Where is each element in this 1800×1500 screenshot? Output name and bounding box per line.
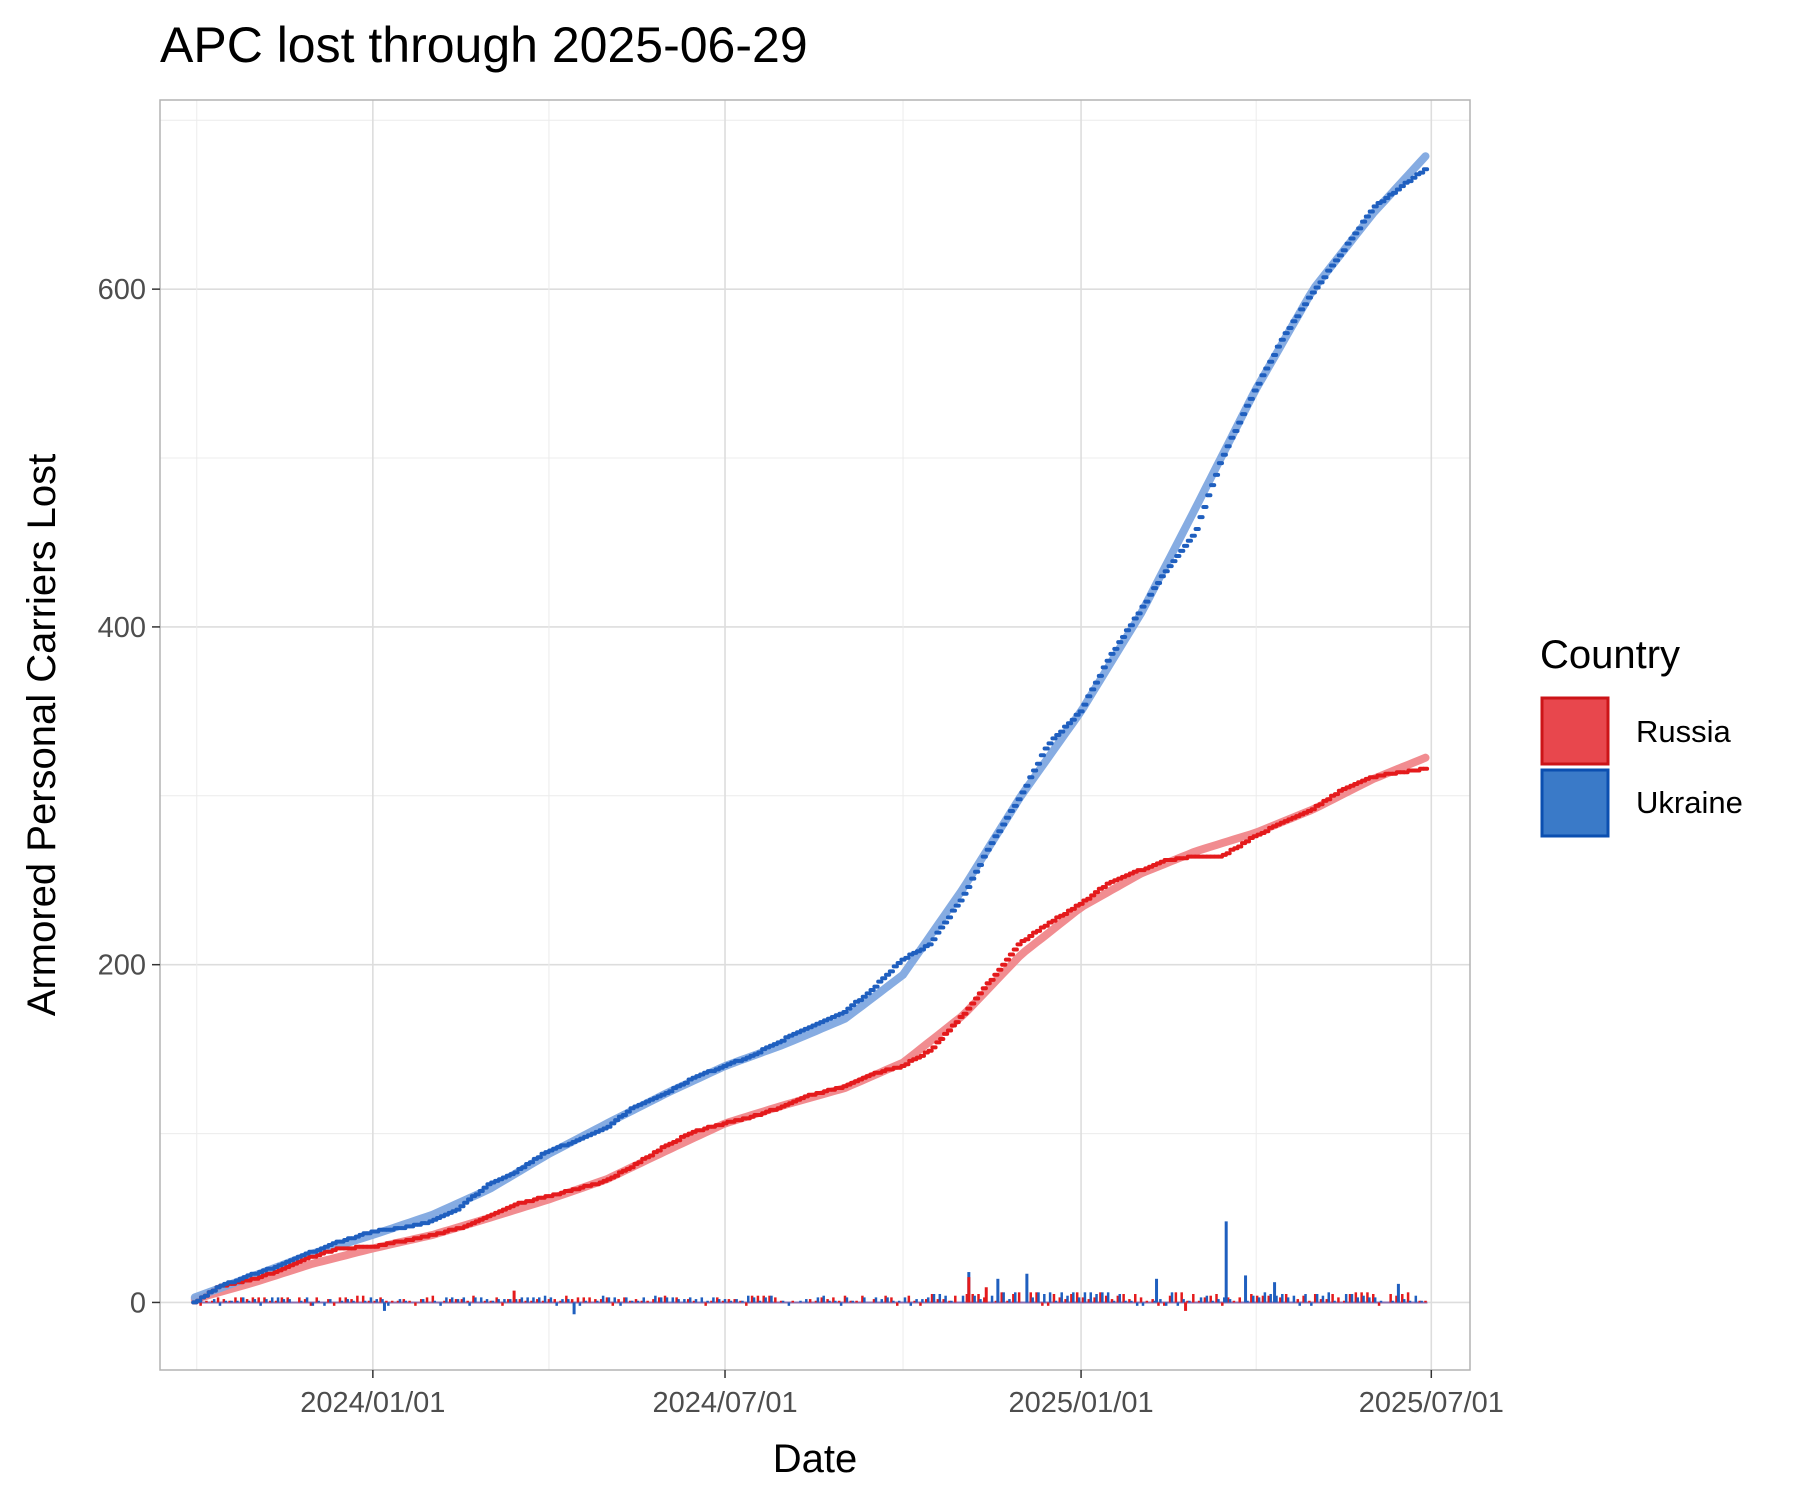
- y-tick-label-0: 0: [130, 1287, 146, 1319]
- legend-key-russia: [1540, 696, 1610, 766]
- x-tick-label-3: 2025/07/01: [1359, 1387, 1504, 1419]
- smooth-line-ukraine: [190, 152, 1430, 1302]
- legend-label-ukraine: Ukraine: [1636, 785, 1743, 820]
- legend: Country Russia Ukraine: [1540, 633, 1743, 838]
- legend-key-ukraine: [1540, 768, 1610, 838]
- daily-loss-bars: [194, 1221, 1428, 1315]
- x-tick-label-1: 2024/07/01: [652, 1387, 797, 1419]
- series-ukraine: [191, 167, 1430, 1305]
- legend-label-russia: Russia: [1636, 714, 1732, 749]
- y-tick-label-2: 400: [98, 612, 146, 644]
- x-axis-ticks: 2024/01/01 2024/07/01 2025/01/01 2025/07/01: [300, 1370, 1504, 1419]
- chart-title: APC lost through 2025-06-29: [160, 17, 808, 73]
- y-tick-label-1: 200: [98, 950, 146, 982]
- plot-border: [159, 99, 1471, 1371]
- x-tick-label-2: 2025/01/01: [1008, 1387, 1153, 1419]
- cumulative-series: [191, 167, 1430, 1305]
- plot-panel: [160, 100, 1470, 1370]
- x-tick-label-0: 2024/01/01: [300, 1387, 445, 1419]
- x-axis-title: Date: [773, 1437, 858, 1481]
- y-tick-label-3: 600: [98, 274, 146, 306]
- legend-title: Country: [1540, 633, 1680, 677]
- y-axis-title: Armored Personal Carriers Lost: [20, 454, 64, 1016]
- y-axis-ticks: 0 200 400 600: [98, 274, 160, 1319]
